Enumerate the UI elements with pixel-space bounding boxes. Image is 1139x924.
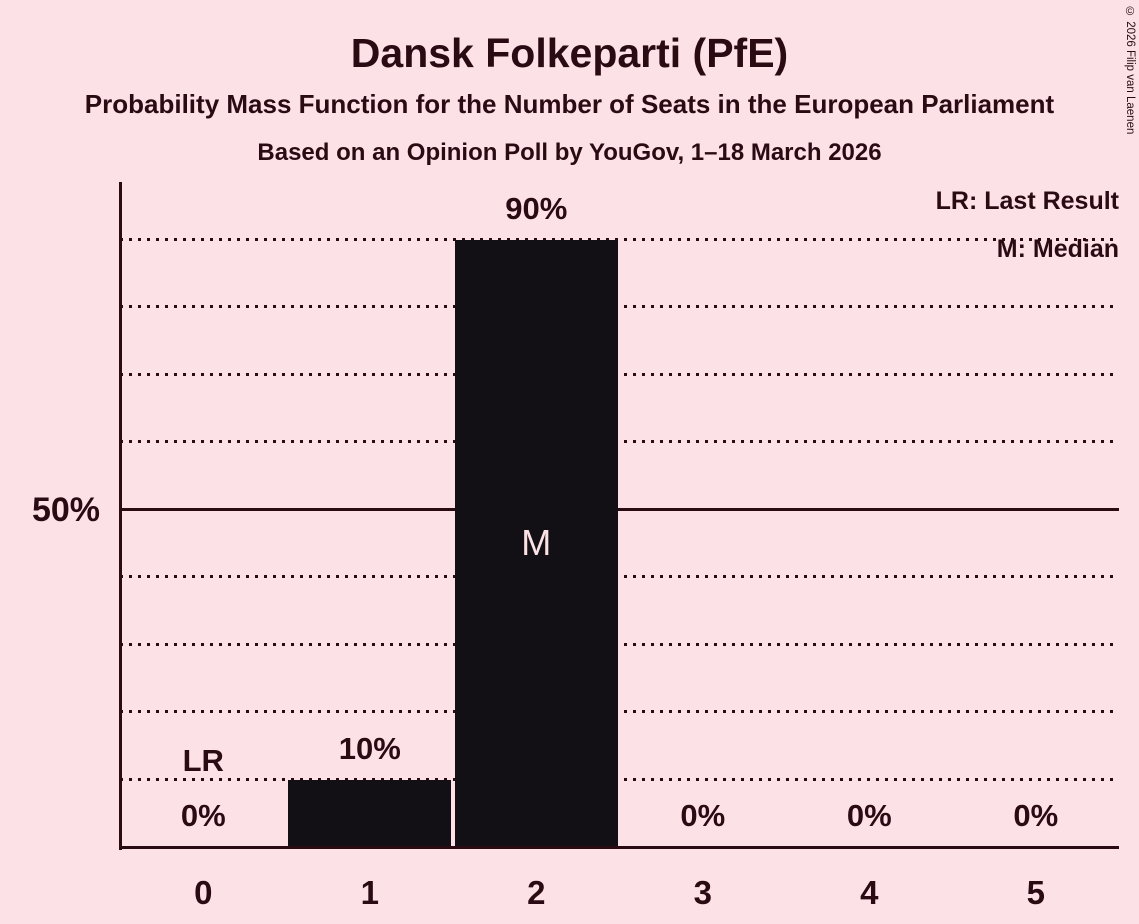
gridline-dotted-30 [120, 642, 1119, 646]
x-tick-label-1: 1 [360, 874, 379, 911]
gridline-dotted-80 [120, 305, 1119, 308]
y-axis-line [119, 182, 122, 850]
gridline-dotted-40 [120, 575, 1119, 578]
bar-value-label-1: 10% [338, 730, 401, 766]
bar-value-label-2: 90% [505, 190, 568, 226]
chart-poll-source: Based on an Opinion Poll by YouGov, 1–18… [257, 139, 882, 166]
x-tick-label-4: 4 [860, 874, 879, 911]
bar-seats-1 [288, 779, 452, 847]
bar-value-label-4: 0% [846, 798, 892, 833]
median-marker: M [521, 522, 552, 564]
x-tick-label-2: 2 [527, 874, 546, 911]
gridline-dotted-20 [120, 710, 1119, 713]
bar-value-label-3: 0% [680, 798, 726, 833]
gridline-dotted-70 [120, 372, 1119, 376]
legend-last-result: LR: Last Result [935, 187, 1119, 215]
bar-value-label-5: 0% [1013, 798, 1059, 833]
bar-value-label-0: 0% [180, 798, 226, 833]
chart-subtitle: Probability Mass Function for the Number… [84, 89, 1055, 119]
bar-seats-2 [454, 239, 618, 847]
x-tick-label-0: 0 [194, 874, 213, 911]
x-tick-label-3: 3 [693, 874, 712, 911]
gridline-dotted-60 [120, 440, 1119, 443]
gridline-solid-50 [120, 507, 1119, 511]
gridline-dotted-90 [120, 237, 1119, 241]
last-result-marker: LR [182, 743, 224, 778]
copyright-notice: © 2026 Filip van Laenen [1124, 6, 1136, 135]
gridline-dotted-10 [120, 777, 1119, 781]
plot-area: 0% 0 10% 1 90% 2 0% 3 0% 4 0% 5 LR M [120, 182, 1119, 911]
x-tick-label-5: 5 [1026, 874, 1045, 911]
chart-title: Dansk Folkeparti (PfE) [350, 30, 789, 76]
y-axis-tick-label: 50% [31, 491, 100, 529]
x-axis-line [119, 846, 1119, 849]
